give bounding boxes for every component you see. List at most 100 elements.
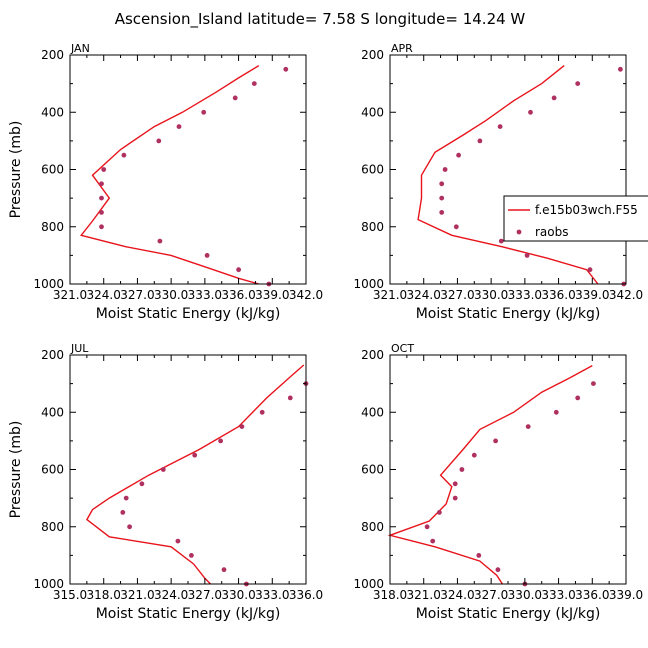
raob-point xyxy=(439,210,445,215)
model-profile-line xyxy=(85,364,305,585)
y-tick-label: 800 xyxy=(41,520,64,534)
x-tick-label: 318.0 xyxy=(373,588,407,602)
raob-point xyxy=(120,510,126,515)
x-tick-label: 321.0 xyxy=(407,588,441,602)
x-axis-title: Moist Static Energy (kJ/kg) xyxy=(416,606,601,622)
raob-point xyxy=(456,152,461,158)
y-tick-label: 600 xyxy=(361,463,384,477)
raob-point xyxy=(442,167,448,172)
legend-model-label: f.e15b03wch.F55 xyxy=(535,203,638,217)
raob-point xyxy=(192,452,198,458)
x-tick-label: 327.0 xyxy=(120,288,154,302)
x-tick-label: 330.0 xyxy=(508,588,542,602)
raob-point xyxy=(121,152,127,158)
y-tick-label: 200 xyxy=(41,48,64,62)
raob-point xyxy=(176,124,182,129)
x-tick-label: 336.0 xyxy=(221,288,255,302)
raob-point xyxy=(471,452,477,458)
raob-point xyxy=(236,267,242,273)
raob-point xyxy=(101,167,107,172)
raob-point xyxy=(477,138,483,144)
raob-point xyxy=(201,109,207,115)
x-tick-label: 336.0 xyxy=(575,588,609,602)
raob-point xyxy=(493,438,498,444)
raob-point xyxy=(452,495,458,501)
x-tick-label: 315.0 xyxy=(53,588,87,602)
raob-point xyxy=(123,495,129,501)
x-tick-label: 321.0 xyxy=(120,588,154,602)
y-tick-label: 1000 xyxy=(33,277,64,291)
legend-point-swatch xyxy=(516,229,522,235)
x-tick-label: 333.0 xyxy=(255,588,289,602)
raob-point xyxy=(251,81,257,86)
legend: f.e15b03wch.F55 raobs xyxy=(503,195,648,242)
y-tick-label: 800 xyxy=(41,220,64,234)
y-tick-label: 200 xyxy=(41,348,64,362)
raob-point xyxy=(287,395,293,401)
raob-point xyxy=(498,238,504,244)
x-tick-label: 336.0 xyxy=(289,588,323,602)
x-tick-label: 324.0 xyxy=(87,288,121,302)
raob-point xyxy=(157,238,163,244)
raob-point xyxy=(528,109,533,115)
y-tick-label: 800 xyxy=(361,220,384,234)
y-tick-label: 400 xyxy=(361,405,384,419)
x-tick-label: 318.0 xyxy=(87,588,121,602)
x-tick-label: 333.0 xyxy=(541,588,575,602)
raob-point xyxy=(551,95,557,101)
raob-point xyxy=(99,181,104,187)
raob-point xyxy=(139,481,145,487)
x-tick-label: 333.0 xyxy=(508,288,542,302)
raob-point xyxy=(575,395,581,401)
raob-point xyxy=(99,224,104,230)
legend-box xyxy=(503,195,648,242)
model-profile-line xyxy=(387,364,593,585)
figure-title: Ascension_Island latitude= 7.58 S longit… xyxy=(115,10,526,29)
x-tick-label: 327.0 xyxy=(440,288,474,302)
raob-point xyxy=(553,409,559,415)
raob-point xyxy=(232,95,238,101)
y-tick-label: 600 xyxy=(361,163,384,177)
raob-point xyxy=(430,538,436,544)
raob-point xyxy=(591,381,596,386)
y-tick-label: 600 xyxy=(41,463,64,477)
raob-point xyxy=(204,253,210,258)
raob-point xyxy=(259,409,265,415)
x-axis-title: Moist Static Energy (kJ/kg) xyxy=(96,306,281,322)
x-tick-label: 330.0 xyxy=(154,288,188,302)
x-tick-label: 342.0 xyxy=(609,288,643,302)
raob-point xyxy=(618,66,623,72)
model-profile-line xyxy=(417,65,599,285)
raob-point xyxy=(495,567,501,573)
month-label: APR xyxy=(391,42,413,55)
plot-frame xyxy=(69,354,307,585)
legend-obs-label: raobs xyxy=(535,225,569,239)
y-tick-label: 200 xyxy=(361,348,384,362)
x-tick-label: 333.0 xyxy=(188,288,222,302)
plot-frame xyxy=(389,354,627,585)
raob-point xyxy=(189,553,194,558)
y-tick-label: 800 xyxy=(361,520,384,534)
raob-point xyxy=(524,253,530,258)
raob-point xyxy=(156,138,162,144)
y-axis-title: Pressure (mb) xyxy=(8,421,24,519)
y-tick-label: 400 xyxy=(361,105,384,119)
raob-point xyxy=(175,538,181,544)
month-label: OCT xyxy=(391,342,414,355)
x-tick-label: 339.0 xyxy=(609,588,643,602)
raob-point xyxy=(439,195,445,201)
x-tick-label: 336.0 xyxy=(541,288,575,302)
x-tick-label: 327.0 xyxy=(474,588,508,602)
raob-point xyxy=(99,210,104,215)
raob-point xyxy=(459,467,465,472)
y-tick-label: 1000 xyxy=(353,277,384,291)
model-profile-line xyxy=(79,65,260,285)
x-axis-title: Moist Static Energy (kJ/kg) xyxy=(96,606,281,622)
y-tick-label: 400 xyxy=(41,405,64,419)
x-tick-label: 330.0 xyxy=(474,288,508,302)
